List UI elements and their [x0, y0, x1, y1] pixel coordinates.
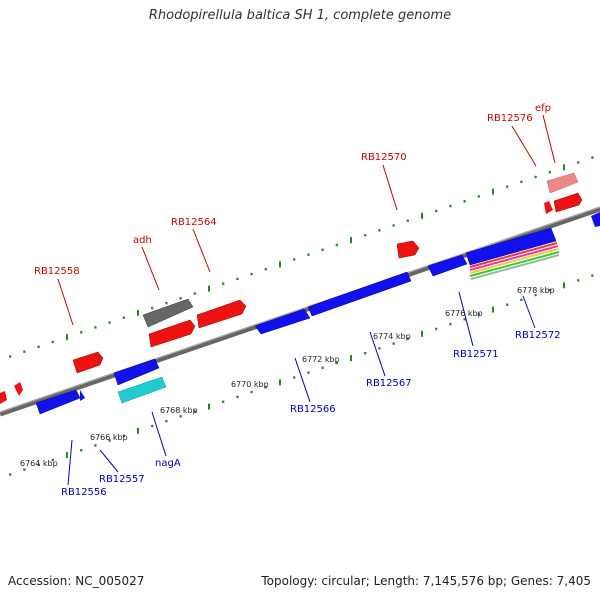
- gene-efp: [546, 172, 579, 194]
- gene-rb12576: [553, 192, 583, 213]
- gene-rb12572: [465, 227, 557, 266]
- gene-label-rb12570: RB12570: [361, 152, 407, 163]
- gene-label-efp: efp: [535, 103, 551, 114]
- gene-rb12567: [307, 271, 412, 317]
- gene-label-adh: adh: [133, 235, 152, 246]
- kbp-label: 6774 kbp: [373, 332, 411, 341]
- gene-rb12571: [427, 254, 468, 277]
- gene-rb12570: [396, 240, 420, 259]
- tick-tracks: [9, 156, 594, 476]
- kbp-label: 6770 kbp: [231, 380, 269, 389]
- genome-title: Rhodopirellula baltica SH 1, complete ge…: [148, 8, 452, 23]
- gene-rb12564: [196, 299, 247, 329]
- kbp-labels: 6764 kbp 6766 kbp 6768 kbp 6770 kbp 6772…: [20, 286, 555, 468]
- gene-label-rb12576: RB12576: [487, 113, 533, 124]
- gene-small-b: [0, 391, 7, 404]
- gene-label-rb12557: RB12557: [99, 474, 145, 485]
- gene-label-rb12572: RB12572: [515, 330, 561, 341]
- kbp-label: 6772 kbp: [302, 355, 340, 364]
- gene-rb12566: [254, 308, 311, 335]
- kbp-label: 6768 kbp: [160, 406, 198, 415]
- kbp-label: 6776 kbp: [445, 309, 483, 318]
- accession-text: Accession: NC_005027: [8, 574, 145, 588]
- gene-red-a: [148, 319, 196, 348]
- genome-summary-text: Topology: circular; Length: 7,145,576 bp…: [261, 574, 591, 588]
- gene-rb12557: [113, 358, 160, 386]
- gene-edge: [591, 212, 600, 227]
- kbp-label: 6778 kbp: [517, 286, 555, 295]
- gene-label-rb12566: RB12566: [290, 404, 336, 415]
- label-leaders: [57, 114, 556, 486]
- gene-small-a: [14, 382, 23, 396]
- gene-labels: RB12558 adh RB12564 RB12570 RB12576 efp …: [34, 103, 561, 498]
- gene-rb12556b: [80, 390, 85, 401]
- gene-rb12576b: [544, 201, 553, 214]
- gene-label-rb12571: RB12571: [453, 349, 499, 360]
- gene-naga: [117, 376, 167, 404]
- gene-rb12572-features: [469, 242, 560, 280]
- gene-label-rb12556: RB12556: [61, 487, 107, 498]
- kbp-label: 6764 kbp: [20, 459, 58, 468]
- reverse-genes: [35, 212, 600, 415]
- gene-label-naga: nagA: [155, 458, 181, 469]
- forward-genes: [0, 172, 583, 404]
- gene-label-rb12564: RB12564: [171, 217, 217, 228]
- gene-label-rb12558: RB12558: [34, 266, 80, 277]
- gene-adh: [142, 298, 194, 328]
- gene-label-rb12567: RB12567: [366, 378, 412, 389]
- kbp-label: 6766 kbp: [90, 433, 128, 442]
- gene-rb12558: [72, 351, 104, 374]
